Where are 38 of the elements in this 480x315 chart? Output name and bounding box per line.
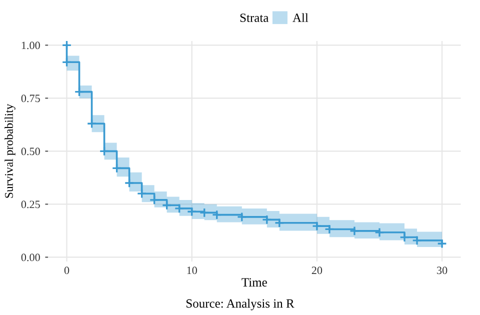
point bbox=[324, 224, 334, 234]
x-tick-label: 20 bbox=[312, 266, 322, 274]
point bbox=[112, 163, 122, 174]
point bbox=[186, 206, 197, 217]
point bbox=[74, 86, 84, 97]
point bbox=[236, 212, 247, 222]
source-note: Source: Analysis in R bbox=[186, 298, 294, 310]
point bbox=[312, 221, 322, 232]
point bbox=[212, 210, 222, 220]
point bbox=[400, 232, 410, 242]
point bbox=[199, 208, 210, 218]
point bbox=[149, 194, 160, 205]
y-tick-label: 1.00 bbox=[22, 42, 40, 50]
x-tick-label: 10 bbox=[187, 266, 197, 274]
point bbox=[99, 146, 110, 156]
y-axis-title: Survival probability bbox=[4, 104, 16, 198]
y-tick-label: 0.25 bbox=[21, 200, 40, 208]
point bbox=[162, 200, 172, 210]
point bbox=[174, 203, 184, 214]
point bbox=[62, 40, 72, 50]
legend-title: Strata bbox=[240, 14, 269, 22]
point bbox=[412, 235, 422, 246]
point bbox=[274, 218, 284, 228]
legend-label: All bbox=[292, 13, 308, 22]
point bbox=[62, 57, 72, 68]
y-tick-label: 0.50 bbox=[21, 148, 40, 156]
y-tick-label: 0.00 bbox=[21, 254, 40, 262]
point bbox=[374, 227, 384, 238]
x-tick-label: 30 bbox=[437, 266, 448, 274]
point bbox=[437, 238, 448, 249]
point bbox=[262, 214, 272, 225]
point bbox=[124, 178, 134, 188]
x-tick-label: 0 bbox=[64, 266, 70, 274]
x-axis-title: Time bbox=[242, 278, 267, 287]
point bbox=[349, 226, 360, 236]
point bbox=[86, 118, 97, 129]
point bbox=[136, 188, 147, 199]
y-tick-label: 0.75 bbox=[21, 94, 40, 102]
